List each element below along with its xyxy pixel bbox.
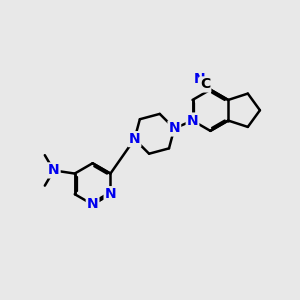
Text: N: N: [87, 197, 98, 212]
Text: C: C: [200, 77, 210, 92]
Text: N: N: [194, 72, 206, 86]
Text: N: N: [169, 122, 180, 136]
Text: N: N: [48, 164, 60, 177]
Text: N: N: [105, 187, 116, 201]
Text: N: N: [187, 114, 198, 128]
Text: N: N: [129, 132, 140, 146]
